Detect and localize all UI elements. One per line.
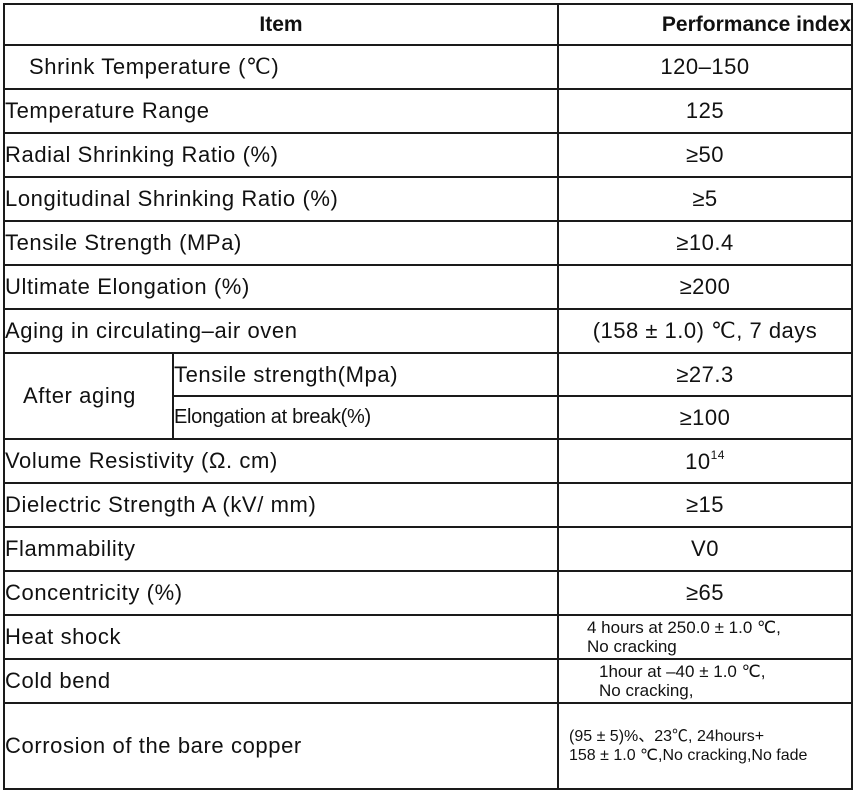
row-value: 4 hours at 250.0 ± 1.0 ℃, No cracking (557, 614, 853, 660)
row-value: (158 ± 1.0) ℃, 7 days (557, 308, 853, 354)
row-value: (95 ± 5)%、23℃, 24hours+ 158 ± 1.0 ℃,No cr… (557, 702, 853, 790)
after-aging-label: After aging (3, 352, 174, 440)
row-value: 1014 (557, 438, 853, 484)
table-row: Shrink Temperature (℃) 120–150 (3, 44, 853, 90)
row-label: Shrink Temperature (℃) (3, 44, 559, 90)
table-row: Radial Shrinking Ratio (%) ≥50 (3, 132, 853, 178)
table-row: Aging in circulating–air oven (158 ± 1.0… (3, 308, 853, 354)
table-row: Cold bend 1hour at –40 ± 1.0 ℃, No cracki… (3, 658, 853, 704)
value-line: No cracking (587, 637, 677, 656)
value-line: 158 ± 1.0 ℃,No cracking,No fade (569, 747, 808, 764)
table-row: Longitudinal Shrinking Ratio (%) ≥5 (3, 176, 853, 222)
row-value: 125 (557, 88, 853, 134)
header-performance-index: Performance index (557, 3, 853, 46)
row-value: ≥65 (557, 570, 853, 616)
resistivity-exponent: 14 (710, 447, 725, 462)
table-row: Elongation at break(%) ≥100 (4, 395, 853, 440)
row-label: Cold bend (3, 658, 559, 704)
table-row: Heat shock 4 hours at 250.0 ± 1.0 ℃, No c… (3, 614, 853, 660)
row-label: Radial Shrinking Ratio (%) (3, 132, 559, 178)
row-label: Dielectric Strength A (kV/ mm) (3, 482, 559, 528)
table-row: Dielectric Strength A (kV/ mm) ≥15 (3, 482, 853, 528)
performance-table: Item Performance index Shrink Temperatur… (3, 3, 853, 790)
row-value: ≥15 (557, 482, 853, 528)
row-label: Heat shock (3, 614, 559, 660)
row-value: ≥50 (557, 132, 853, 178)
row-value: 1hour at –40 ± 1.0 ℃, No cracking, (557, 658, 853, 704)
row-value: ≥5 (557, 176, 853, 222)
sub-row-label: Tensile strength(Mpa) (172, 352, 559, 397)
row-label: Longitudinal Shrinking Ratio (%) (3, 176, 559, 222)
table-row: Corrosion of the bare copper (95 ± 5)%、2… (3, 702, 853, 790)
sub-row-value: ≥100 (557, 395, 853, 440)
row-value: ≥10.4 (557, 220, 853, 266)
table-row: Volume Resistivity (Ω. cm) 1014 (3, 438, 853, 484)
row-label: Temperature Range (3, 88, 559, 134)
row-value: V0 (557, 526, 853, 572)
sub-row-value: ≥27.3 (557, 352, 853, 397)
row-label: Volume Resistivity (Ω. cm) (3, 438, 559, 484)
table-row: After aging Tensile strength(Mpa) ≥27.3 (3, 352, 853, 440)
row-label: Flammability (3, 526, 559, 572)
resistivity-base: 10 (685, 448, 711, 474)
row-value: ≥200 (557, 264, 853, 310)
value-line: No cracking, (599, 681, 694, 700)
table-row: Flammability V0 (3, 526, 853, 572)
sub-row-label: Elongation at break(%) (172, 395, 559, 440)
value-line: 4 hours at 250.0 ± 1.0 ℃, (587, 618, 781, 637)
row-label: Corrosion of the bare copper (3, 702, 559, 790)
row-label: Tensile Strength (MPa) (3, 220, 559, 266)
table-row: Concentricity (%) ≥65 (3, 570, 853, 616)
header-item: Item (3, 3, 559, 46)
table-row: Tensile Strength (MPa) ≥10.4 (3, 220, 853, 266)
row-label: Concentricity (%) (3, 570, 559, 616)
row-value: 120–150 (557, 44, 853, 90)
table-row: Temperature Range 125 (3, 88, 853, 134)
row-label: Aging in circulating–air oven (3, 308, 559, 354)
header-row: Item Performance index (3, 3, 853, 46)
table-row: Ultimate Elongation (%) ≥200 (3, 264, 853, 310)
value-line: 1hour at –40 ± 1.0 ℃, (599, 662, 766, 681)
row-label: Ultimate Elongation (%) (3, 264, 559, 310)
value-line: (95 ± 5)%、23℃, 24hours+ (569, 728, 765, 745)
